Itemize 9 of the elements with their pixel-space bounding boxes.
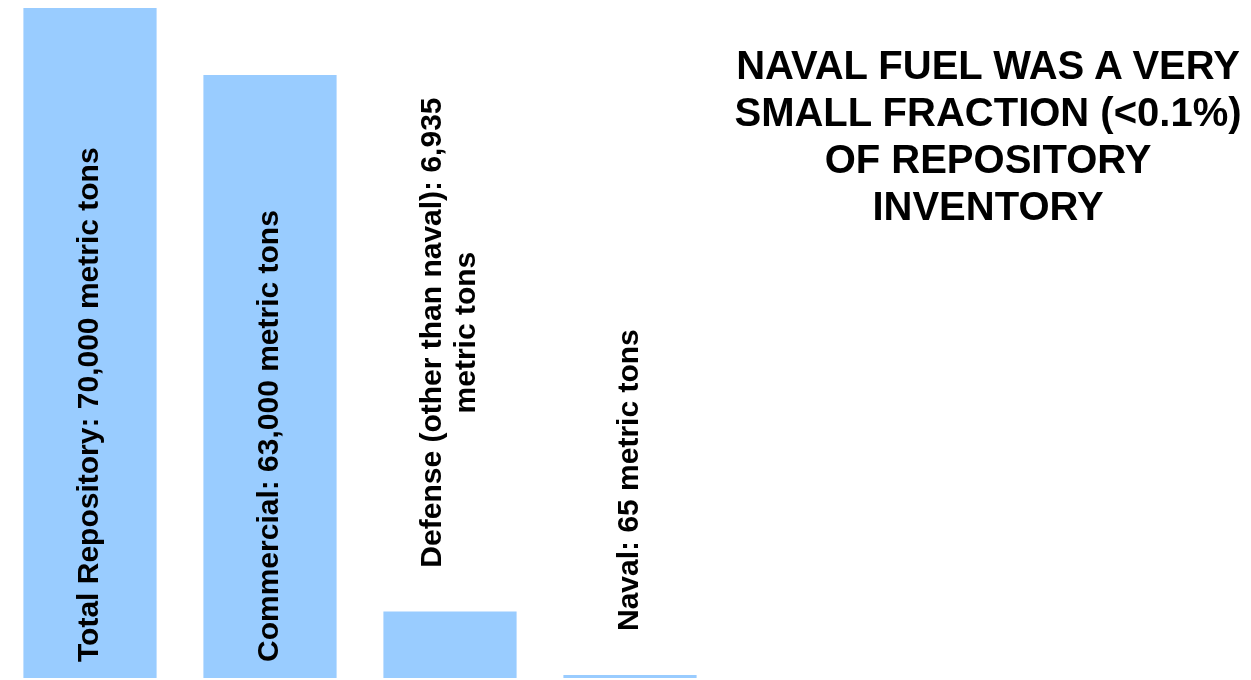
text: NAVAL FUEL WAS A VERY SMALL FRACTION (<0.1%) OF REPOSITORY INVENTORY xyxy=(733,42,1243,230)
bar xyxy=(23,8,157,678)
data-label: Naval: 65 metric tons xyxy=(611,329,645,631)
data-label: Defense (other than naval): 6,935 metric tons xyxy=(414,97,482,568)
data-label: Total Repository: 70,000 metric tons xyxy=(71,147,105,662)
data-label: Commercial: 63,000 metric tons xyxy=(251,210,285,663)
bar xyxy=(383,611,517,678)
bar xyxy=(203,75,337,678)
bar xyxy=(563,675,697,678)
